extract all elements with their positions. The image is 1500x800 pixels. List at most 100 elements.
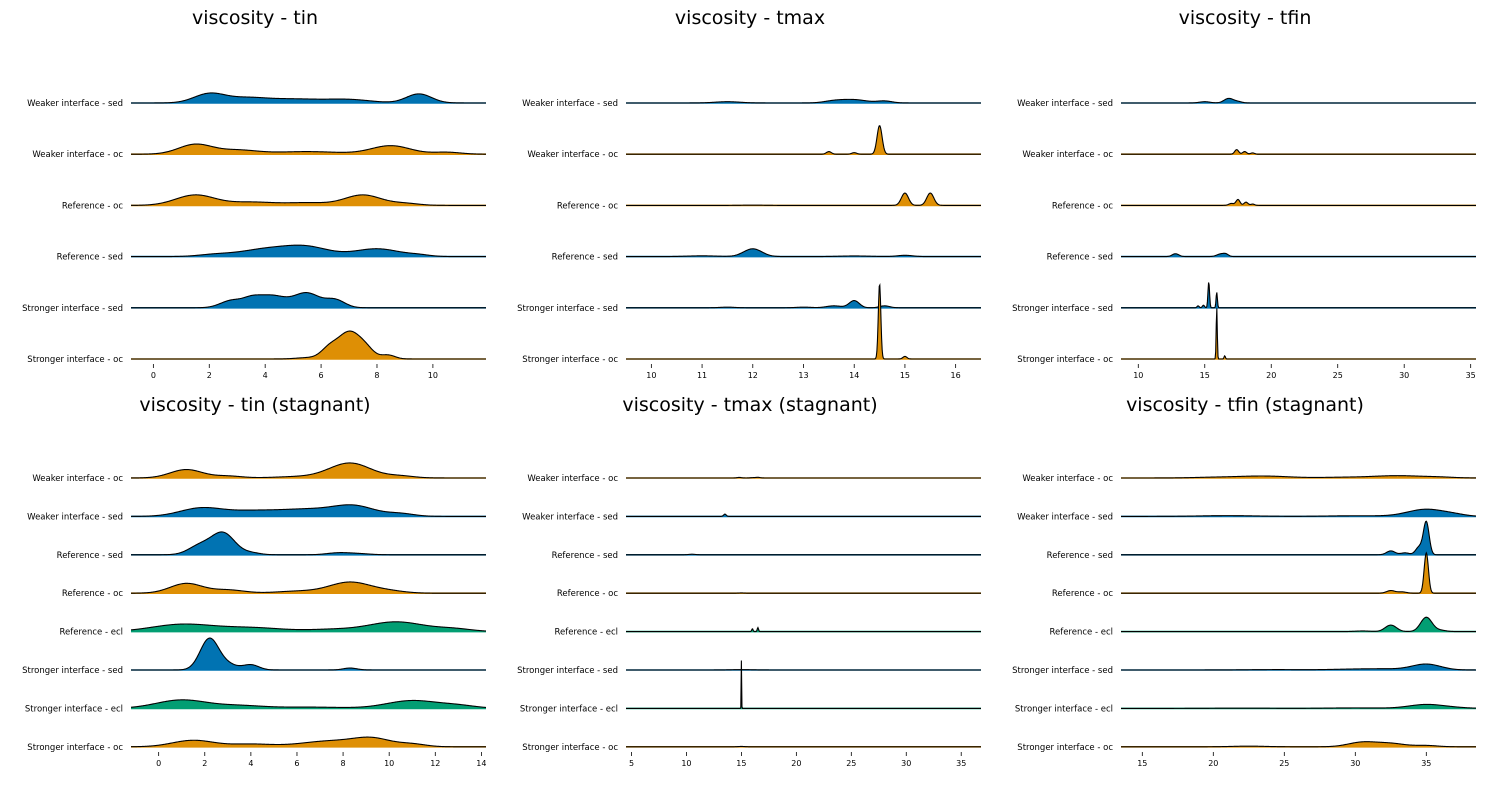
ridge-area (1121, 617, 1476, 632)
row-label: Stronger interface - ecl (1015, 704, 1113, 714)
ridge-outline (131, 92, 486, 104)
row-label: Stronger interface - oc (1017, 355, 1113, 365)
ridge-row: Reference - sed (552, 551, 981, 561)
row-label: Weaker interface - oc (527, 474, 618, 484)
ridge-row: Stronger interface - ecl (1015, 703, 1477, 714)
ridge-outline (1121, 149, 1476, 155)
x-tick-label: 16 (951, 371, 961, 380)
ridge-outline (626, 192, 981, 206)
ridge-row: Weaker interface - sed (1017, 97, 1476, 109)
ridge-outline (1121, 551, 1476, 594)
row-label: Reference - sed (1047, 551, 1113, 561)
ridge-row: Weaker interface - oc (527, 125, 981, 160)
row-label: Stronger interface - sed (517, 304, 618, 314)
x-tick-label: 6 (319, 371, 324, 380)
ridge-row: Reference - ecl (59, 621, 487, 638)
x-tick-label: 35 (1421, 759, 1431, 768)
ridge-row: Weaker interface - oc (32, 143, 486, 160)
x-tick-label: 15 (1137, 759, 1147, 768)
ridge-outline (626, 125, 981, 155)
row-label: Stronger interface - oc (1017, 743, 1113, 753)
x-tick-label: 30 (901, 759, 911, 768)
ridge-row: Reference - sed (57, 244, 486, 263)
ridge-row: Stronger interface - oc (1017, 308, 1476, 365)
ridge-area (1121, 664, 1476, 670)
row-label: Reference - sed (57, 551, 123, 561)
ridge-outline (626, 300, 981, 309)
x-tick-label: 5 (629, 759, 634, 768)
x-tick-label: 35 (1466, 371, 1476, 380)
x-axis: 0 2 4 6 8 10 (151, 364, 438, 380)
ridge-row: Stronger interface - oc (1017, 741, 1476, 753)
ridge-row: Stronger interface - ecl (25, 699, 487, 714)
ridge-area (131, 462, 486, 478)
row-label: Weaker interface - oc (32, 150, 123, 160)
x-tick-label: 13 (798, 371, 808, 380)
ridge-outline (626, 626, 981, 633)
panel-title: viscosity - tfin (1179, 7, 1312, 29)
ridge-outline (626, 98, 981, 104)
row-label: Reference - sed (552, 253, 618, 263)
row-label: Stronger interface - ecl (520, 704, 618, 714)
ridgeline-panel-5: viscosity - tmax (stagnant) Weaker interf… (517, 394, 981, 768)
ridge-area (131, 92, 486, 103)
x-tick-label: 10 (681, 759, 691, 768)
ridge-outline (131, 194, 486, 206)
ridge-area (131, 737, 486, 747)
row-label: Weaker interface - sed (522, 99, 618, 109)
row-label: Reference - oc (62, 201, 123, 211)
x-tick-label: 10 (384, 759, 394, 768)
ridge-area (1121, 521, 1476, 555)
x-tick-label: 25 (1333, 371, 1343, 380)
ridge-area (1121, 509, 1476, 517)
panel-title: viscosity - tin (stagnant) (139, 394, 370, 416)
ridge-row: Weaker interface - sed (27, 504, 486, 522)
ridge-outline (131, 504, 486, 517)
ridge-row: Stronger interface - sed (1012, 282, 1476, 314)
x-tick-label: 8 (374, 371, 379, 380)
ridge-row: Reference - oc (62, 194, 486, 211)
x-tick-label: 8 (341, 759, 346, 768)
ridge-row: Stronger interface - ecl (520, 660, 981, 714)
row-label: Reference - oc (1052, 201, 1113, 211)
ridgeline-panel-1: viscosity - tin Weaker interface - sed Wea… (22, 7, 486, 380)
ridge-row: Reference - sed (1047, 520, 1476, 561)
x-tick-label: 10 (646, 371, 656, 380)
x-tick-label: 2 (202, 759, 207, 768)
ridge-row: Stronger interface - sed (1012, 663, 1476, 676)
ridge-outline (1121, 97, 1476, 104)
x-tick-label: 10 (428, 371, 438, 380)
ridge-row: Weaker interface - oc (1022, 474, 1477, 484)
ridge-row: Weaker interface - oc (527, 474, 981, 484)
ridge-outline (131, 244, 486, 258)
x-tick-label: 35 (956, 759, 966, 768)
x-axis: 15 20 25 30 35 (1137, 752, 1431, 768)
ridge-outline (1121, 741, 1476, 748)
ridge-outline (130, 736, 486, 748)
row-label: Stronger interface - oc (522, 355, 618, 365)
row-label: Weaker interface - sed (1017, 512, 1113, 522)
ridge-area (131, 581, 486, 594)
ridge-outline (131, 292, 486, 309)
panel-title: viscosity - tmax (stagnant) (622, 394, 877, 416)
ridge-area (131, 194, 486, 206)
ridge-row: Weaker interface - sed (522, 98, 981, 109)
x-tick-label: 14 (849, 371, 859, 380)
ridge-row: Weaker interface - sed (1017, 508, 1477, 522)
x-tick-label: 25 (846, 759, 856, 768)
x-tick-label: 15 (1200, 371, 1210, 380)
ridge-area (1121, 552, 1476, 594)
row-label: Reference - sed (57, 253, 123, 263)
x-axis: 10 11 12 13 14 15 16 (646, 364, 961, 380)
ridge-row: Reference - oc (1052, 551, 1476, 599)
x-tick-label: 11 (697, 371, 707, 380)
ridge-outline (1121, 475, 1477, 479)
ridge-area (626, 125, 981, 155)
ridge-outline (131, 581, 486, 594)
row-label: Reference - oc (62, 589, 123, 599)
ridge-outline (131, 531, 486, 556)
x-tick-label: 14 (476, 759, 486, 768)
x-tick-label: 2 (207, 371, 212, 380)
ridge-outline (1121, 198, 1476, 206)
